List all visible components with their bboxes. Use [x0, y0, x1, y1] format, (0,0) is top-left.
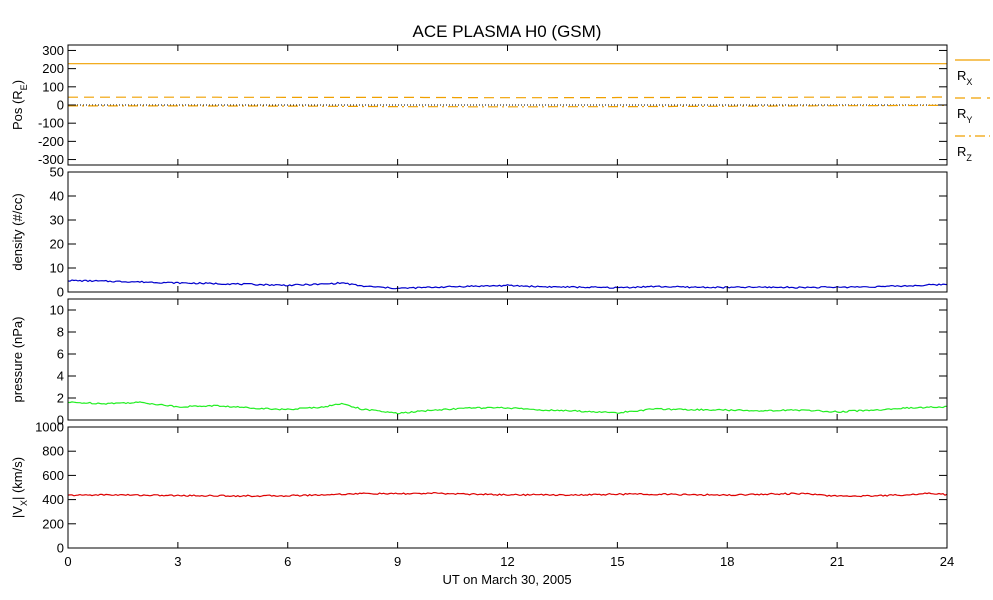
- panel-frame-2: [67, 171, 948, 293]
- y-tick-label: 50: [50, 165, 64, 180]
- series-line-p3-1: [67, 401, 948, 415]
- y-tick-label: 0: [57, 541, 64, 556]
- y-axis-title-sub: E: [19, 84, 29, 90]
- y-tick-label: 100: [42, 79, 64, 94]
- y-tick-label: 600: [42, 468, 64, 483]
- y-axis-title-main: density (#/cc): [10, 193, 25, 270]
- x-tick-label: 0: [64, 554, 71, 569]
- legend-label-sub: Y: [966, 115, 972, 125]
- x-tick-label: 3: [174, 554, 181, 569]
- y-axis-title: pressure (nPa): [10, 317, 25, 403]
- y-axis-title-end: | (km/s): [10, 457, 25, 500]
- x-tick-label: 15: [610, 554, 624, 569]
- legend-label-sub: X: [966, 77, 972, 87]
- y-tick-label: 40: [50, 189, 64, 204]
- y-tick-label: -100: [38, 116, 64, 131]
- y-tick-label: 20: [50, 237, 64, 252]
- y-axis-title: density (#/cc): [10, 193, 25, 270]
- y-tick-label: 30: [50, 213, 64, 228]
- y-tick-label: 200: [42, 61, 64, 76]
- panel-3: 0 2 4 6 8 10 pressure (nPa): [10, 298, 948, 428]
- series-line-p4-1: [67, 491, 948, 498]
- x-axis-title: UT on March 30, 2005: [442, 572, 571, 587]
- y-axis-title: Pos (RE): [10, 80, 29, 130]
- legend-label: RZ: [957, 144, 972, 163]
- y-axis-title: |VX| (km/s): [10, 457, 29, 518]
- y-tick-label: 200: [42, 516, 64, 531]
- legend-label: RY: [957, 106, 972, 125]
- y-tick-label: 0: [57, 413, 64, 428]
- panel-frame-3: [67, 298, 948, 421]
- legend-label-sub: Z: [966, 153, 972, 163]
- y-axis-title-main: |V: [10, 506, 25, 518]
- legend-label-main: R: [957, 106, 966, 121]
- y-tick-label: 10: [50, 261, 64, 276]
- y-tick-label: 0: [57, 285, 64, 300]
- panel-2: 0 10 20 30 40 50 density (#/cc): [10, 165, 948, 300]
- y-tick-label: 0: [57, 98, 64, 113]
- y-axis-title-sub: X: [19, 500, 29, 506]
- y-tick-label: 300: [42, 43, 64, 58]
- x-tick-label: 24: [940, 554, 954, 569]
- y-tick-label: 6: [57, 347, 64, 362]
- x-tick-label: 9: [394, 554, 401, 569]
- y-tick-label: 400: [42, 492, 64, 507]
- panel-4: 0 200 400 600 800 1000 |VX| (km/s): [10, 420, 948, 556]
- x-tick-label: 21: [830, 554, 844, 569]
- y-tick-label: 2: [57, 391, 64, 406]
- series-line-p2-1: [67, 279, 948, 290]
- y-axis-title-main: pressure (nPa): [10, 317, 25, 403]
- x-tick-label: 18: [720, 554, 734, 569]
- y-tick-label: 1000: [35, 420, 64, 435]
- panel-frame-4: [67, 426, 948, 549]
- legend-label: RX: [957, 68, 972, 87]
- y-axis-title-main: Pos (R: [10, 90, 25, 130]
- y-tick-label: -300: [38, 152, 64, 167]
- series-line-p1-2: [68, 96, 947, 99]
- y-tick-label: 8: [57, 325, 64, 340]
- y-tick-label: 800: [42, 444, 64, 459]
- chart-title: ACE PLASMA H0 (GSM): [413, 22, 602, 41]
- x-tick-label: 12: [500, 554, 514, 569]
- x-tick-label: 6: [284, 554, 291, 569]
- y-tick-label: -200: [38, 134, 64, 149]
- y-tick-label: 10: [50, 303, 64, 318]
- y-tick-label: 4: [57, 369, 64, 384]
- y-axis-title-end: ): [10, 80, 25, 84]
- legend-label-main: R: [957, 144, 966, 159]
- series-line-p1-3: [68, 104, 947, 108]
- legend-label-main: R: [957, 68, 966, 83]
